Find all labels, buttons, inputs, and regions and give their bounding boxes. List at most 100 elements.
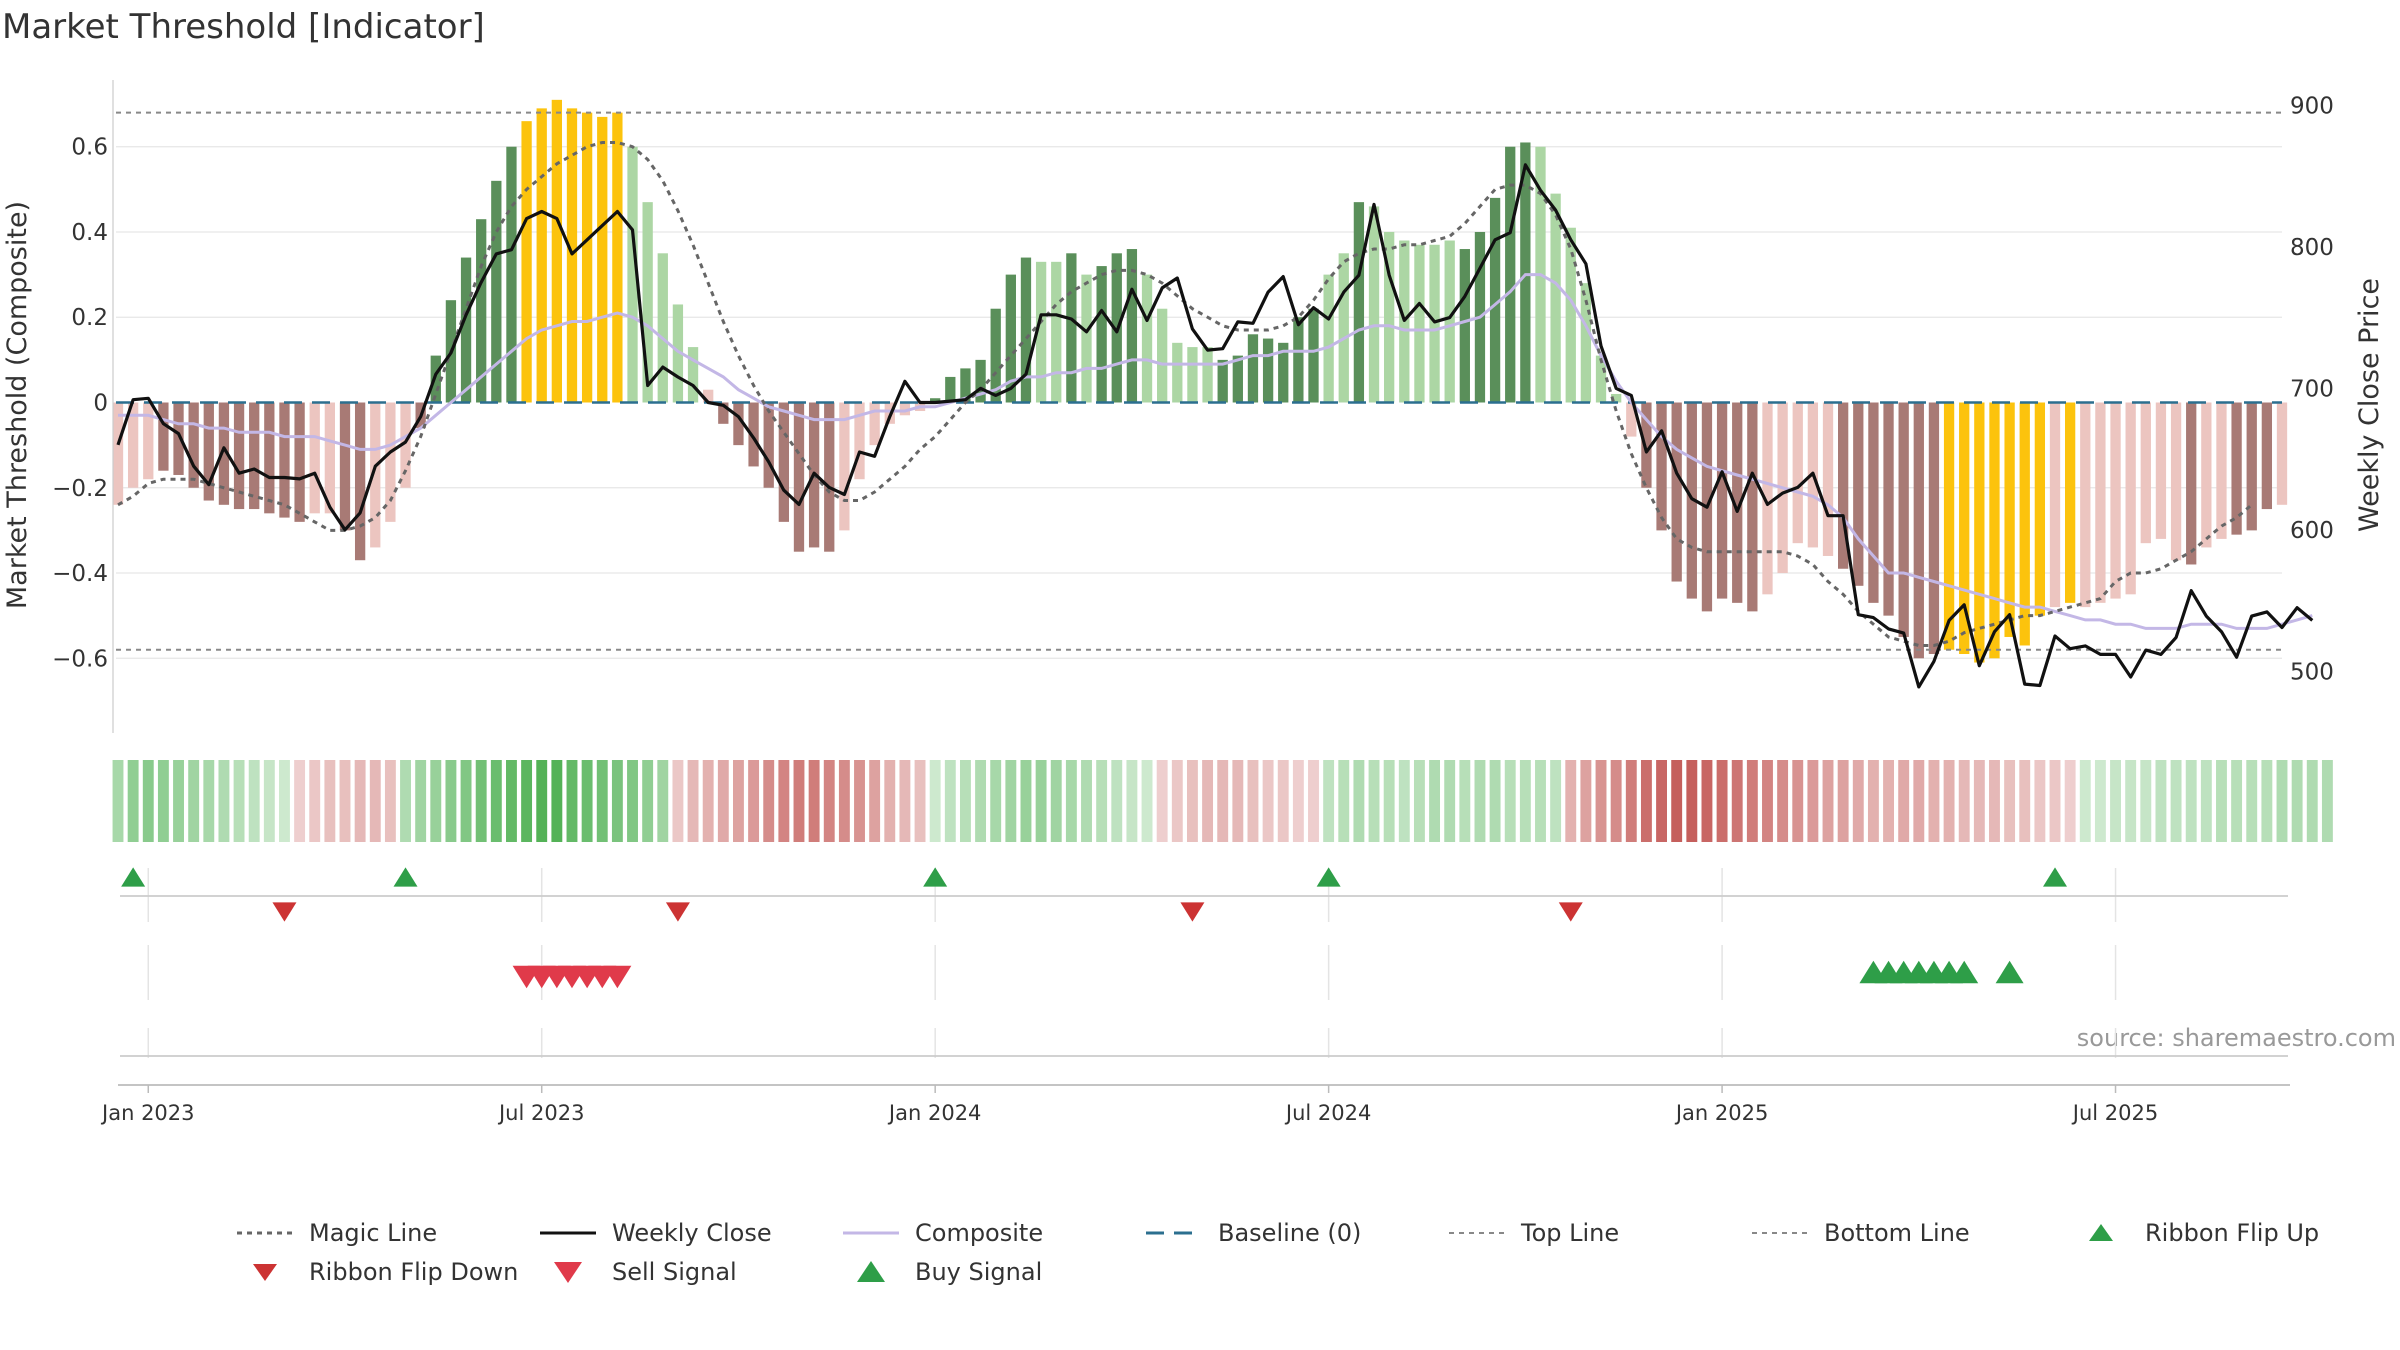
ribbon-cell [536,760,548,842]
composite-bar [1005,274,1016,403]
ribbon-cell [687,760,699,842]
legend-label: Composite [915,1219,1043,1247]
ribbon-cell [1504,760,1516,842]
ribbon-cell [112,760,124,842]
ribbon-cell [1081,760,1092,842]
composite-bar [1414,244,1425,403]
ribbon-cell [1308,760,1319,842]
ribbon-cell [1989,760,2000,842]
composite-bar [1686,402,1697,599]
composite-bar [2140,402,2151,544]
ribbon-cell [2276,760,2288,842]
composite-bar [188,402,199,488]
ribbon-cell [2200,760,2212,842]
composite-bar [1066,253,1077,403]
composite-bar [930,398,941,403]
ribbon-cell [990,760,1002,842]
composite-bar [2231,402,2242,535]
ribbon-cell [1489,760,1501,842]
ribbon-cell [596,760,608,842]
composite-bar [354,402,366,561]
composite-bar [793,402,805,552]
sell-signal-marker [603,965,632,989]
ribbon-cell [2231,760,2243,842]
ribbon-flip-up-marker [2043,867,2068,887]
ribbon-cell [1171,760,1183,842]
ribbon-cell [914,760,926,842]
weekly-close-line [116,163,2314,689]
ribbon-cell [1928,760,1940,842]
ribbon-cell [1292,760,1304,842]
ribbon-cell [233,760,245,842]
buy-signal-marker [1950,960,1979,984]
ribbon-cell [1035,760,1047,842]
composite-bar [839,402,850,531]
x-tick-label: Jan 2025 [1674,1101,1769,1125]
composite-bar [1217,359,1228,403]
ribbon-cell [521,760,533,842]
ribbon-cell [1656,760,1668,842]
composite-bar [990,308,1001,403]
ribbon-cell [657,760,669,842]
ribbon-cell [838,760,850,842]
composite-bar [1338,253,1349,403]
ribbon-cell [1262,760,1274,842]
composite-bar [1308,308,1319,403]
composite-bar [127,402,139,488]
composite-bar [1368,206,1380,403]
ribbon-cell [415,760,427,842]
y2-axis-label: Weekly Close Price [2354,278,2385,532]
ribbon-cell [506,760,517,842]
ribbon-cell [1535,760,1546,842]
ribbon-cell [2155,760,2167,842]
ribbon-cell [1610,760,1622,842]
ribbon-cell [1701,760,1713,842]
ribbon-cell [369,760,381,842]
ribbon-cell [309,760,321,842]
legend-label: Top Line [1520,1219,1619,1247]
ribbon-cell [2004,760,2016,842]
composite-bar [975,359,986,403]
composite-bar [2216,402,2227,539]
composite-bar [1323,274,1334,403]
composite-bar [703,389,714,403]
ribbon-cell [384,760,396,842]
ribbon-cell [218,760,230,842]
y-tick-label: 0.4 [71,220,108,246]
ribbon-cell [2125,760,2137,842]
composite-bar [1096,266,1107,403]
composite-bar [1126,249,1138,403]
legend-swatch-ribbon-flip-down [253,1264,277,1281]
composite-bar [339,402,351,531]
ribbon-flip-down-marker [665,902,690,922]
ribbon-cell [642,760,654,842]
composite-bar [2049,402,2061,608]
ribbon-flip-down-marker [1558,902,1583,922]
ribbon-cell [944,760,956,842]
ribbon-cell [2034,760,2046,842]
ribbon-cell [1580,760,1592,842]
y2-tick-label: 600 [2290,518,2334,544]
x-tick-label: Jan 2024 [887,1101,982,1125]
composite-bar [112,402,124,505]
composite-bar [672,304,684,403]
ribbon-cell [717,760,729,842]
ribbon-cell [1383,760,1395,842]
ribbon-cell [1232,760,1244,842]
x-tick-label: Jul 2023 [497,1101,584,1125]
composite-bar [1293,317,1304,403]
ribbon-cell [127,760,139,842]
ribbon-cell [188,760,200,842]
composite-bar [2201,402,2212,548]
composite-bar [1716,402,1728,599]
composite-bar [612,112,623,403]
ribbon-cell [1686,760,1698,842]
ribbon-cell [1141,760,1153,842]
composite-bar [2276,402,2288,505]
composite-bar [1247,334,1259,403]
composite-bar [854,402,865,480]
y-tick-label: −0.2 [52,476,108,502]
ribbon-cell [1958,760,1970,842]
ribbon-cell [566,760,578,842]
